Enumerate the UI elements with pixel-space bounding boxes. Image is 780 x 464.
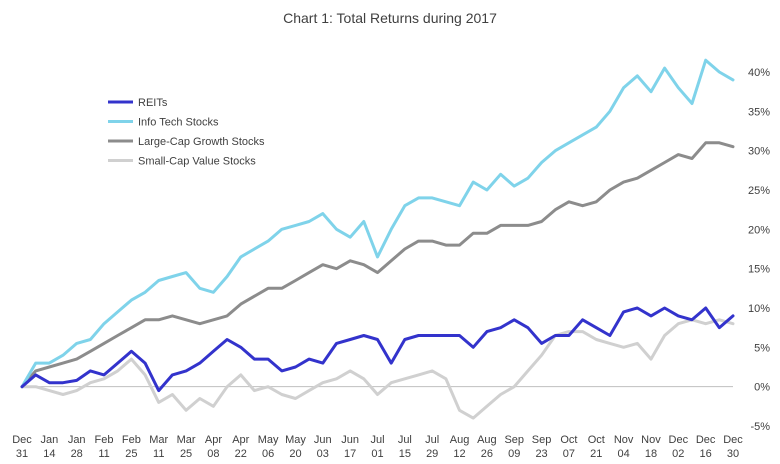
series-line-large-cap-growth-stocks xyxy=(20,141,735,389)
x-tick-label-day: 25 xyxy=(125,448,137,460)
x-tick-label-day: 26 xyxy=(481,448,493,460)
x-tick-label-day: 20 xyxy=(289,448,301,460)
x-tick-label-day: 08 xyxy=(207,448,219,460)
x-tick-label-month: Sep xyxy=(532,434,552,446)
y-tick-label: 35% xyxy=(748,106,770,118)
x-tick-label-day: 11 xyxy=(153,448,164,460)
x-tick-label-month: Jun xyxy=(341,434,359,446)
x-tick-label-month: Jan xyxy=(40,434,58,446)
x-tick-label-day: 04 xyxy=(617,448,629,460)
x-tick-label-month: Aug xyxy=(450,434,470,446)
x-tick-label-day: 06 xyxy=(262,448,274,460)
x-tick-label-month: Dec xyxy=(669,434,689,446)
x-tick-label-month: Apr xyxy=(205,434,222,446)
y-tick-label: 5% xyxy=(754,342,770,354)
x-tick-label-month: Jul xyxy=(398,434,412,446)
x-tick-label-day: 11 xyxy=(98,448,109,460)
legend-label: REITs xyxy=(138,97,168,109)
legend: REITs Info Tech Stocks Large-Cap Growth St… xyxy=(108,97,265,168)
x-tick-label-month: Jan xyxy=(68,434,86,446)
x-tick-label-day: 03 xyxy=(317,448,329,460)
x-tick-label-month: Jul xyxy=(370,434,384,446)
x-tick-label-month: Oct xyxy=(560,434,577,446)
x-axis-ticks: Dec 31 Jan 14 Jan 28 Feb 11 Feb 25 Mar 11 Mar 25 Apr 08… xyxy=(12,434,743,460)
legend-label: Small-Cap Value Stocks xyxy=(138,156,256,168)
x-tick-label-month: Apr xyxy=(232,434,249,446)
x-tick-label-month: Nov xyxy=(641,434,661,446)
x-tick-label-day: 29 xyxy=(426,448,438,460)
x-tick-label-month: Aug xyxy=(477,434,497,446)
x-tick-label-month: Mar xyxy=(149,434,168,446)
x-tick-label-month: Mar xyxy=(177,434,196,446)
chart-title: Chart 1: Total Returns during 2017 xyxy=(283,10,497,26)
series-line-reits xyxy=(20,306,735,393)
legend-label: Info Tech Stocks xyxy=(138,117,219,129)
x-tick-label-month: May xyxy=(285,434,306,446)
x-tick-label-day: 25 xyxy=(180,448,192,460)
legend-label: Large-Cap Growth Stocks xyxy=(138,136,265,148)
x-tick-label-day: 07 xyxy=(563,448,575,460)
x-tick-label-month: Oct xyxy=(588,434,605,446)
x-tick-label-month: May xyxy=(258,434,279,446)
y-axis: -5% 0% 5% 10% 15% 20% 25% 30% 35% 40% xyxy=(748,67,770,433)
x-tick-label-month: Dec xyxy=(696,434,716,446)
x-tick-label-day: 21 xyxy=(590,448,602,460)
series-lines xyxy=(20,58,735,420)
x-tick-label-month: Jun xyxy=(314,434,332,446)
x-tick-label-day: 18 xyxy=(645,448,657,460)
x-tick-label-day: 16 xyxy=(700,448,712,460)
series-line-info-tech-stocks xyxy=(20,58,735,389)
x-tick-label-day: 30 xyxy=(727,448,739,460)
x-tick-label-day: 09 xyxy=(508,448,520,460)
x-tick-label-day: 02 xyxy=(672,448,684,460)
x-tick-label-month: Sep xyxy=(504,434,524,446)
x-tick-label-day: 31 xyxy=(16,448,28,460)
x-tick-label-day: 28 xyxy=(71,448,83,460)
x-tick-label-month: Dec xyxy=(12,434,32,446)
x-tick-label-day: 17 xyxy=(344,448,356,460)
x-tick-label-month: Nov xyxy=(614,434,634,446)
x-tick-label-day: 14 xyxy=(43,448,55,460)
y-tick-label: 10% xyxy=(748,303,770,315)
x-tick-label-day: 23 xyxy=(535,448,547,460)
x-tick-label-day: 12 xyxy=(453,448,465,460)
x-tick-label-day: 01 xyxy=(371,448,383,460)
x-tick-label-day: 15 xyxy=(399,448,411,460)
x-tick-label-month: Feb xyxy=(122,434,141,446)
y-tick-label: 30% xyxy=(748,146,770,158)
x-tick-label-month: Dec xyxy=(723,434,743,446)
x-tick-label-day: 22 xyxy=(235,448,247,460)
y-tick-label: 0% xyxy=(754,382,770,394)
y-tick-label: 40% xyxy=(748,67,770,79)
x-tick-label-month: Jul xyxy=(425,434,439,446)
y-tick-label: -5% xyxy=(750,421,770,433)
series-line-small-cap-value-stocks xyxy=(20,318,735,420)
x-tick-label-month: Feb xyxy=(95,434,114,446)
y-tick-label: 25% xyxy=(748,185,770,197)
y-tick-label: 15% xyxy=(748,264,770,276)
y-tick-label: 20% xyxy=(748,224,770,236)
